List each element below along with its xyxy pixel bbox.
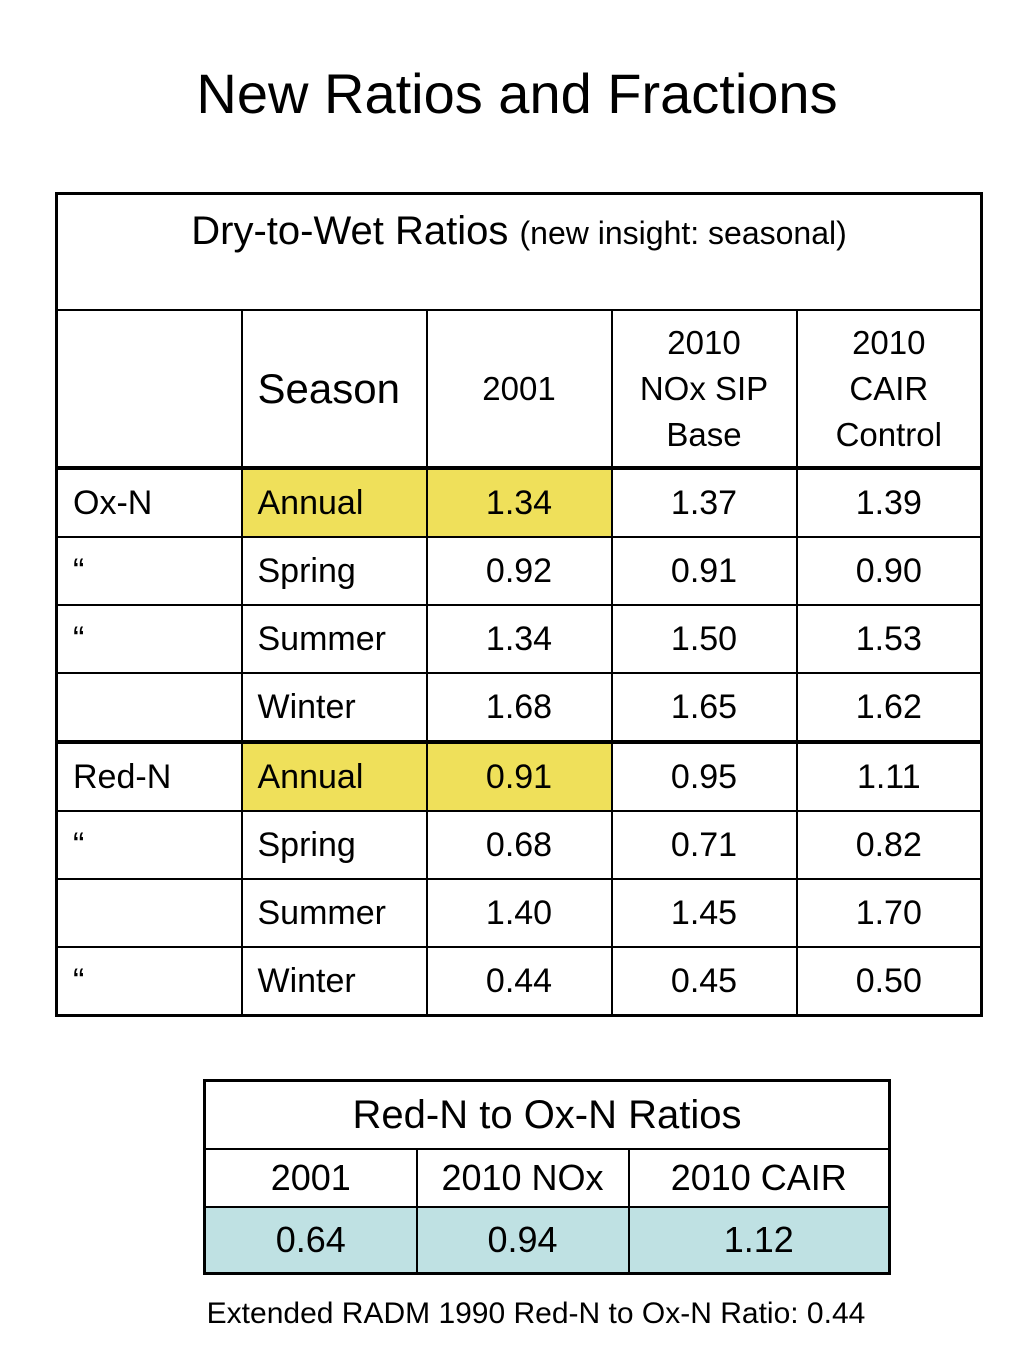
row-group-label: “ <box>55 810 243 880</box>
table-row: Winter 1.68 1.65 1.62 <box>55 672 983 743</box>
table2-header-row: 2001 2010 NOx 2010 CAIR <box>203 1148 891 1208</box>
header-2010-cair-control: 2010 CAIR Control <box>795 309 983 470</box>
row-group-label <box>55 878 243 948</box>
row-season: Summer <box>240 604 428 674</box>
table2-title-row: Red-N to Ox-N Ratios <box>203 1079 891 1150</box>
row-season: Spring <box>240 536 428 606</box>
cell-2010-cair-control: 1.70 <box>795 878 983 948</box>
table2-header-2001: 2001 <box>203 1148 418 1208</box>
header-group <box>55 309 243 470</box>
row-season: Annual <box>240 467 428 538</box>
caption-main: Dry-to-Wet Ratios <box>191 209 509 253</box>
cell-2010-nox-sip-base: 0.71 <box>610 810 798 880</box>
cell-2001: 1.68 <box>425 672 613 743</box>
cell-2010-cair-control: 1.62 <box>795 672 983 743</box>
table2-value-2001: 0.64 <box>203 1206 418 1275</box>
table-row: Red-N Annual 0.91 0.95 1.11 <box>55 740 983 812</box>
cell-2001: 0.44 <box>425 946 613 1017</box>
row-group-label: Ox-N <box>55 467 243 538</box>
cell-2010-cair-control: 0.90 <box>795 536 983 606</box>
table2-value-2010-cair: 1.12 <box>627 1206 891 1275</box>
dry-to-wet-ratios-table: Dry-to-Wet Ratios (new insight: seasonal… <box>55 192 984 1017</box>
row-season: Summer <box>240 878 428 948</box>
table2-value-2010-nox: 0.94 <box>415 1206 630 1275</box>
row-group-label: Red-N <box>55 740 243 812</box>
cell-2010-nox-sip-base: 0.95 <box>610 740 798 812</box>
cell-2010-nox-sip-base: 0.45 <box>610 946 798 1017</box>
caption-sub: (new insight: seasonal) <box>519 215 847 251</box>
red-to-ox-ratios-table: Red-N to Ox-N Ratios 2001 2010 NOx 2010 … <box>203 1079 892 1275</box>
table-row: “Summer 1.34 1.50 1.53 <box>55 604 983 674</box>
cell-2010-cair-control: 1.53 <box>795 604 983 674</box>
cell-2010-cair-control: 0.50 <box>795 946 983 1017</box>
row-season: Winter <box>240 672 428 743</box>
header-season: Season <box>240 309 428 470</box>
cell-2010-cair-control: 1.39 <box>795 467 983 538</box>
cell-2010-cair-control: 0.82 <box>795 810 983 880</box>
cell-2010-nox-sip-base: 1.65 <box>610 672 798 743</box>
header-2010-nox-sip-base: 2010 NOx SIP Base <box>610 309 798 470</box>
table-caption-row: Dry-to-Wet Ratios (new insight: seasonal… <box>55 192 983 311</box>
table2-title: Red-N to Ox-N Ratios <box>203 1079 891 1150</box>
cell-2001: 0.68 <box>425 810 613 880</box>
cell-2010-nox-sip-base: 0.91 <box>610 536 798 606</box>
row-season: Annual <box>240 740 428 812</box>
cell-2001: 0.91 <box>425 740 613 812</box>
row-group-label: “ <box>55 946 243 1017</box>
cell-2001: 1.34 <box>425 604 613 674</box>
cell-2001: 1.40 <box>425 878 613 948</box>
header-2010-cair-control-text: 2010 CAIR Control <box>835 323 942 453</box>
cell-2010-nox-sip-base: 1.50 <box>610 604 798 674</box>
cell-2010-nox-sip-base: 1.37 <box>610 467 798 538</box>
table-row: “Spring 0.68 0.71 0.82 <box>55 810 983 880</box>
table2-header-2010-cair: 2010 CAIR <box>627 1148 891 1208</box>
cell-2010-nox-sip-base: 1.45 <box>610 878 798 948</box>
cell-2010-cair-control: 1.11 <box>795 740 983 812</box>
table2-values-row: 0.64 0.94 1.12 <box>203 1206 891 1275</box>
page-title: New Ratios and Fractions <box>196 62 838 125</box>
table-row: “Spring 0.92 0.91 0.90 <box>55 536 983 606</box>
table-row: “Winter 0.44 0.45 0.50 <box>55 946 983 1017</box>
footer-note: Extended RADM 1990 Red-N to Ox-N Ratio: … <box>206 1297 866 1330</box>
row-season: Winter <box>240 946 428 1017</box>
table-row: Summer 1.40 1.45 1.70 <box>55 878 983 948</box>
table2-header-2010-nox: 2010 NOx <box>415 1148 630 1208</box>
table-row: Ox-N Annual 1.34 1.37 1.39 <box>55 467 983 538</box>
cell-2001: 0.92 <box>425 536 613 606</box>
header-2010-nox-sip-base-text: 2010 NOx SIP Base <box>639 323 769 453</box>
header-2001: 2001 <box>425 309 613 470</box>
cell-2001: 1.34 <box>425 467 613 538</box>
row-group-label: “ <box>55 604 243 674</box>
row-group-label: “ <box>55 536 243 606</box>
row-group-label <box>55 672 243 743</box>
row-season: Spring <box>240 810 428 880</box>
table-header-row: Season 2001 2010 NOx SIP Base 2010 CAIR … <box>55 309 983 470</box>
table-caption: Dry-to-Wet Ratios (new insight: seasonal… <box>55 192 983 311</box>
